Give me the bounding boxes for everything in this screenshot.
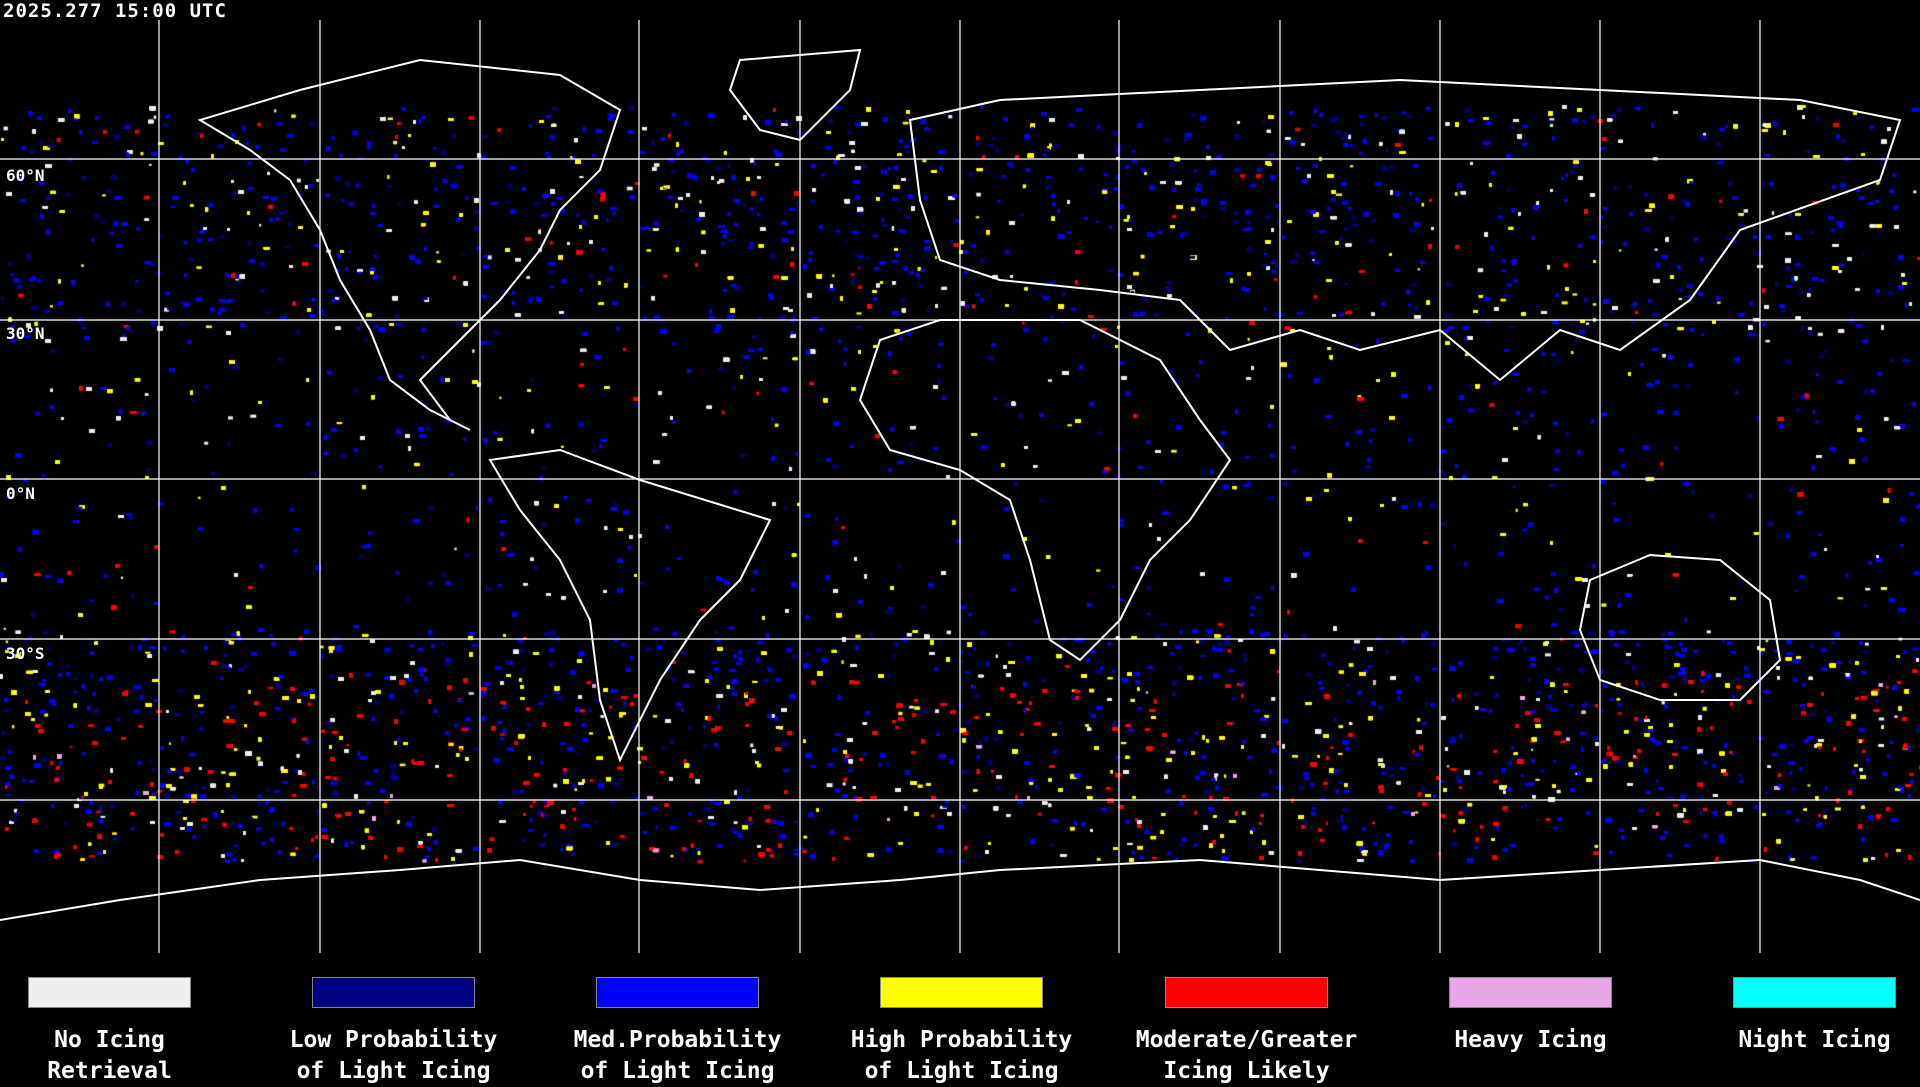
legend-label: Icing Likely <box>1163 1058 1330 1084</box>
legend-swatch <box>1733 977 1896 1008</box>
legend-label: No Icing <box>54 1027 165 1053</box>
legend-label: of Light Icing <box>296 1058 491 1084</box>
legend-swatch <box>312 977 475 1008</box>
legend-swatch <box>880 977 1043 1008</box>
legend-label: Moderate/Greater <box>1135 1027 1358 1053</box>
lat-label-60n: 60°N <box>6 166 45 185</box>
lat-label-30s: 30°S <box>6 644 45 663</box>
legend-item-high: High Probability of Light Icing <box>851 977 1072 1084</box>
eurasia-outline <box>908 78 1902 382</box>
legend-swatch <box>28 977 191 1008</box>
africa-outline <box>858 319 1232 662</box>
legend-item-moderate: Moderate/Greater Icing Likely <box>1136 977 1357 1084</box>
lat-lon-grid <box>0 20 1920 953</box>
legend-item-no-icing: No Icing Retrieval <box>28 977 191 1084</box>
timestamp: 2025.277 15:00 UTC <box>3 0 227 22</box>
antarctica-outline <box>0 858 1920 921</box>
legend-swatch <box>1449 977 1612 1008</box>
legend-label: Low Probability <box>289 1027 498 1053</box>
legend-label: Night Icing <box>1738 1027 1891 1053</box>
south-america-outline <box>488 448 772 763</box>
legend-label: High Probability <box>850 1027 1073 1053</box>
lat-label-60s: 60°S <box>6 804 45 823</box>
greenland-outline <box>728 48 862 142</box>
coastlines <box>0 48 1920 921</box>
legend-swatch <box>1165 977 1328 1008</box>
legend-item-heavy: Heavy Icing <box>1449 977 1612 1053</box>
legend-label: Retrieval <box>47 1058 172 1084</box>
icing-map: 2025.277 15:00 UTC 60°N 30°N 0°N 30°S 60… <box>0 0 1920 953</box>
legend: No Icing Retrieval Low Probability of Ligh… <box>0 953 1920 1084</box>
legend-item-low: Low Probability of Light Icing <box>290 977 497 1084</box>
legend-item-med: Med.Probability of Light Icing <box>574 977 781 1084</box>
legend-label: Heavy Icing <box>1454 1027 1607 1053</box>
lat-label-0n: 0°N <box>6 484 35 503</box>
legend-swatch <box>596 977 759 1008</box>
legend-label: of Light Icing <box>580 1058 775 1084</box>
north-america-outline <box>197 58 622 431</box>
lat-label-30n: 30°N <box>6 324 45 343</box>
legend-item-night: Night Icing <box>1733 977 1896 1053</box>
legend-label: Med.Probability <box>573 1027 782 1053</box>
legend-label: of Light Icing <box>864 1058 1059 1084</box>
australia-outline <box>1578 553 1782 701</box>
